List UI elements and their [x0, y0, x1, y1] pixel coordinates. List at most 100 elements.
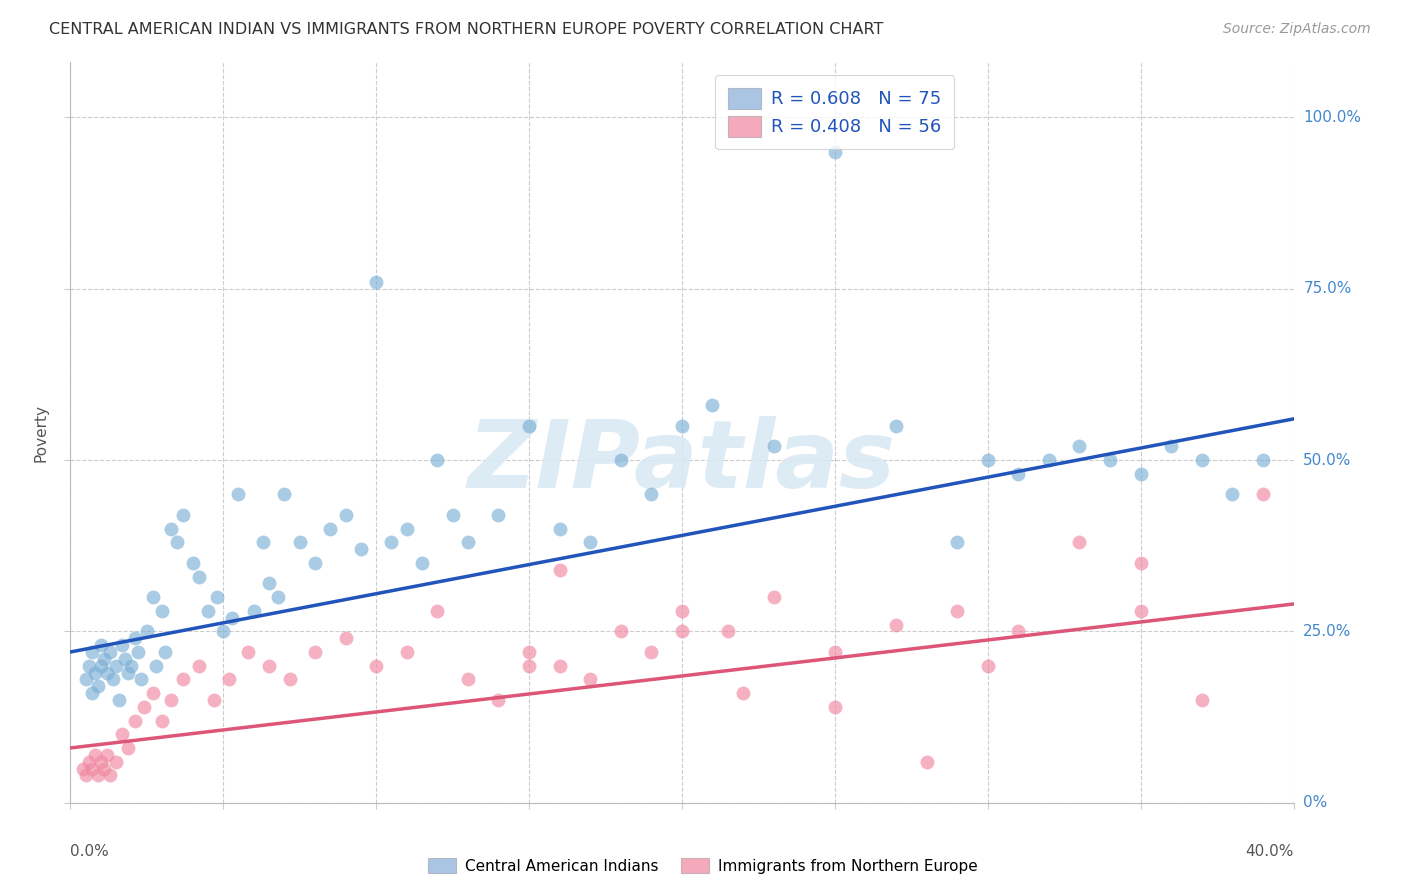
Point	[87, 768, 110, 782]
Point	[273, 487, 295, 501]
Legend: Central American Indians, Immigrants from Northern Europe: Central American Indians, Immigrants fro…	[422, 852, 984, 880]
Point	[111, 638, 134, 652]
Point	[335, 632, 357, 646]
Point	[1160, 439, 1182, 453]
Point	[80, 645, 103, 659]
Point	[111, 727, 134, 741]
Point	[187, 569, 209, 583]
Point	[124, 714, 146, 728]
Point	[717, 624, 740, 639]
Point	[150, 714, 173, 728]
Point	[1069, 535, 1091, 549]
Point	[257, 658, 280, 673]
Point	[75, 768, 97, 782]
Point	[1191, 453, 1213, 467]
Point	[350, 542, 373, 557]
Point	[824, 645, 846, 659]
Point	[197, 604, 219, 618]
Point	[671, 418, 693, 433]
Point	[218, 673, 240, 687]
Point	[640, 645, 662, 659]
Point	[411, 556, 433, 570]
Point	[187, 658, 209, 673]
Point	[236, 645, 259, 659]
Point	[96, 747, 118, 762]
Point	[80, 686, 103, 700]
Point	[488, 693, 510, 707]
Point	[90, 755, 112, 769]
Point	[457, 673, 479, 687]
Point	[150, 604, 173, 618]
Point	[1220, 487, 1243, 501]
Point	[1129, 604, 1152, 618]
Point	[93, 652, 115, 666]
Point	[1007, 624, 1029, 639]
Point	[172, 508, 194, 522]
Point	[135, 624, 157, 639]
Point	[90, 638, 112, 652]
Point	[121, 658, 143, 673]
Point	[1129, 556, 1152, 570]
Point	[946, 604, 969, 618]
Point	[380, 535, 402, 549]
Point	[976, 658, 998, 673]
Point	[181, 556, 204, 570]
Text: 50.0%: 50.0%	[1303, 452, 1351, 467]
Point	[304, 645, 326, 659]
Point	[1099, 453, 1122, 467]
Point	[441, 508, 464, 522]
Point	[75, 673, 97, 687]
Point	[517, 645, 540, 659]
Point	[101, 673, 124, 687]
Point	[252, 535, 274, 549]
Point	[640, 487, 662, 501]
Point	[96, 665, 118, 680]
Point	[457, 535, 479, 549]
Point	[114, 652, 136, 666]
Point	[108, 693, 131, 707]
Point	[733, 686, 755, 700]
Point	[142, 590, 165, 604]
Point	[824, 145, 846, 159]
Point	[1069, 439, 1091, 453]
Point	[129, 673, 152, 687]
Point	[976, 453, 998, 467]
Point	[83, 665, 105, 680]
Text: 0.0%: 0.0%	[70, 844, 110, 858]
Point	[124, 632, 146, 646]
Point	[395, 645, 418, 659]
Point	[548, 658, 571, 673]
Point	[517, 658, 540, 673]
Point	[762, 439, 785, 453]
Text: CENTRAL AMERICAN INDIAN VS IMMIGRANTS FROM NORTHERN EUROPE POVERTY CORRELATION C: CENTRAL AMERICAN INDIAN VS IMMIGRANTS FR…	[49, 22, 883, 37]
Point	[105, 658, 128, 673]
Point	[488, 508, 510, 522]
Point	[160, 522, 183, 536]
Point	[83, 747, 105, 762]
Point	[243, 604, 266, 618]
Point	[153, 645, 176, 659]
Point	[548, 563, 571, 577]
Text: ZIPatlas: ZIPatlas	[468, 417, 896, 508]
Point	[671, 604, 693, 618]
Point	[1007, 467, 1029, 481]
Point	[127, 645, 149, 659]
Point	[87, 679, 110, 693]
Point	[884, 418, 907, 433]
Point	[212, 624, 235, 639]
Point	[105, 755, 128, 769]
Point	[1129, 467, 1152, 481]
Point	[671, 624, 693, 639]
Text: 75.0%: 75.0%	[1303, 281, 1351, 296]
Point	[142, 686, 165, 700]
Point	[72, 762, 94, 776]
Point	[257, 576, 280, 591]
Point	[80, 762, 103, 776]
Point	[915, 755, 938, 769]
Point	[1251, 453, 1274, 467]
Point	[579, 535, 602, 549]
Point	[395, 522, 418, 536]
Point	[702, 398, 724, 412]
Point	[77, 658, 100, 673]
Point	[946, 535, 969, 549]
